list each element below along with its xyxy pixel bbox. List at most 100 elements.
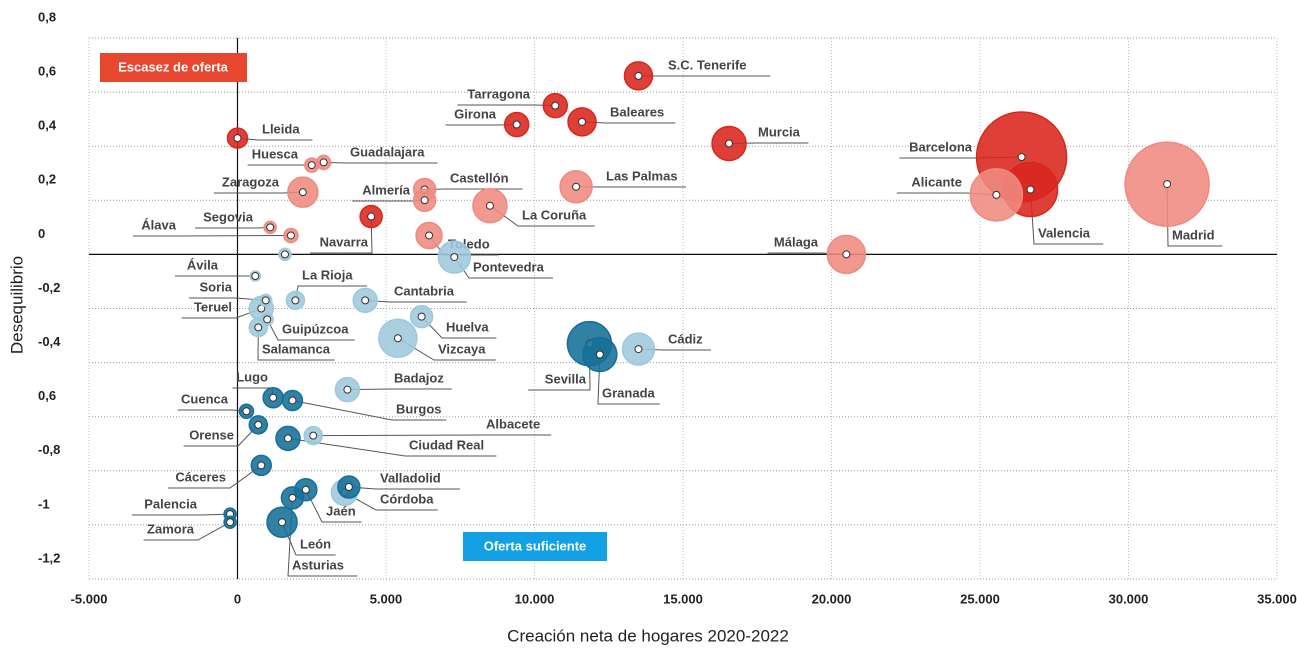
bubble-group	[412, 188, 437, 213]
bubble-center	[634, 345, 643, 354]
bubble-center	[725, 139, 734, 148]
bubble-center	[269, 393, 278, 402]
point-label: Cantabria	[394, 283, 455, 298]
bubble-center	[307, 161, 316, 170]
point-label: Alicante	[911, 174, 962, 189]
bubble-center	[288, 493, 297, 502]
point-label: Cádiz	[668, 331, 703, 346]
point-label: S.C. Tenerife	[668, 57, 747, 72]
point-label: Teruel	[194, 299, 232, 314]
point-label: Vizcaya	[438, 341, 486, 356]
bubble-group	[287, 176, 319, 208]
bubble-center	[1163, 180, 1172, 189]
bubble-center	[226, 518, 235, 527]
bubble-group	[275, 425, 301, 452]
point-label: Orense	[189, 427, 234, 442]
point-label: Segovia	[203, 209, 254, 224]
bubble-group	[542, 92, 569, 119]
bubble-center	[595, 350, 604, 359]
leader-line	[365, 299, 467, 303]
bubble-group	[266, 506, 298, 538]
point-label: Córdoba	[380, 491, 434, 506]
bubble-center	[393, 334, 402, 343]
point-label: Zamora	[147, 521, 195, 536]
bubble-group	[249, 270, 262, 282]
x-tick-label: 0	[234, 591, 241, 606]
bubble-group	[283, 227, 299, 244]
point-label: Guadalajara	[350, 144, 425, 159]
bubble-group	[304, 157, 320, 173]
bubble-center	[485, 201, 494, 210]
bubble-center	[263, 315, 272, 324]
point-label: León	[300, 536, 331, 551]
leader-line	[305, 489, 362, 523]
bubble-group	[250, 454, 273, 477]
leader-line	[310, 216, 373, 254]
bubble-center	[420, 196, 429, 205]
bubble-center	[286, 231, 295, 240]
bubble-center	[319, 158, 328, 167]
x-tick-label: -5.000	[71, 591, 108, 606]
y-axis-label: Desequilibrio	[7, 256, 26, 354]
x-axis-label: Creación neta de hogares 2020-2022	[507, 626, 789, 645]
y-tick-label: -0,4	[38, 334, 61, 349]
bubble-center	[634, 71, 643, 80]
bubble-center	[572, 182, 581, 191]
point-label: Cáceres	[175, 469, 226, 484]
bubble-center	[1017, 153, 1026, 162]
point-label: Huelva	[446, 319, 489, 334]
bubble-group	[263, 220, 277, 235]
annotation: Escasez de oferta	[118, 59, 229, 74]
y-tick-label: 0,6	[38, 64, 56, 79]
leader-line	[292, 399, 447, 421]
point-label: Madrid	[1172, 227, 1215, 242]
bubble-center	[1026, 185, 1035, 194]
bubble-group	[567, 107, 597, 137]
bubble-center	[251, 272, 260, 281]
leader-line	[257, 327, 335, 361]
leader-line	[131, 513, 231, 516]
bubble-center	[261, 296, 270, 305]
y-tick-label: 0	[38, 226, 45, 241]
bubble-group	[352, 287, 378, 314]
bubble-center	[450, 253, 459, 262]
point-label: Málaga	[774, 234, 819, 249]
x-tick-label: 5.000	[370, 591, 403, 606]
bubble-center	[257, 461, 266, 470]
point-label: Álava	[141, 217, 176, 232]
point-label: Ciudad Real	[409, 437, 484, 452]
x-tick-label: 25.000	[960, 591, 1000, 606]
point-label: Sevilla	[545, 371, 587, 386]
bubble-group	[826, 234, 867, 275]
bubble-center	[242, 407, 251, 416]
leader-line	[177, 409, 247, 412]
annotation-box	[463, 532, 607, 561]
bubble-group	[472, 187, 508, 224]
bubble-group	[238, 403, 255, 420]
bubble-group	[280, 486, 305, 510]
x-tick-label: 30.000	[1109, 591, 1149, 606]
bubble-group	[623, 61, 654, 91]
bubble-group	[262, 387, 284, 409]
point-label: Salamanca	[262, 341, 331, 356]
leader-line	[348, 486, 460, 490]
bubble-center	[298, 188, 307, 197]
point-label: Las Palmas	[606, 168, 678, 183]
point-label: Badajoz	[394, 370, 444, 385]
leaders: S.C. Tenerife Tarragona Baleares Girona Murc…	[131, 57, 1223, 577]
bubble-center	[992, 190, 1001, 199]
point-label: La Coruña	[522, 207, 587, 222]
point-label: Asturias	[292, 557, 344, 572]
point-label: Albacete	[486, 416, 540, 431]
bubble-group	[582, 336, 618, 373]
bubble-group	[711, 125, 747, 162]
bubbles	[223, 61, 1210, 538]
bubble-center	[266, 223, 275, 232]
bubble-group	[409, 304, 434, 329]
leader-line	[237, 137, 313, 141]
bubble-group	[337, 475, 361, 499]
point-label: Barcelona	[909, 139, 973, 154]
y-tick-label: -1,2	[38, 550, 60, 565]
bubble-center	[425, 231, 434, 240]
